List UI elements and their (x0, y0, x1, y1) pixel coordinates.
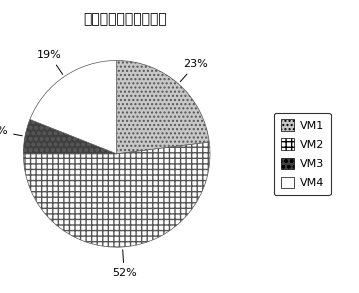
Wedge shape (30, 60, 117, 154)
Text: 19%: 19% (37, 50, 63, 74)
Text: 6%: 6% (0, 127, 22, 137)
Wedge shape (23, 142, 210, 247)
Wedge shape (117, 60, 209, 154)
Text: 23%: 23% (180, 59, 208, 82)
Text: 52%: 52% (112, 250, 136, 278)
Text: 每台虚拟机的备选概率: 每台虚拟机的备选概率 (84, 12, 168, 26)
Legend: VM1, VM2, VM3, VM4: VM1, VM2, VM3, VM4 (274, 113, 331, 195)
Wedge shape (23, 120, 117, 154)
